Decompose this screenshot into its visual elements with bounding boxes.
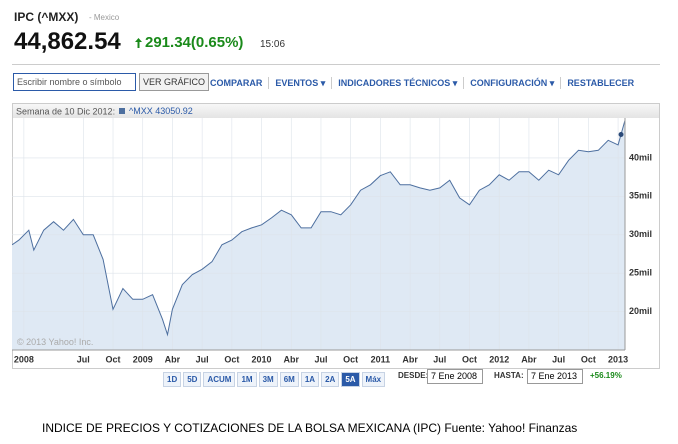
from-label: DESDE:	[398, 371, 429, 380]
series-name: ^MXX	[129, 106, 153, 116]
toolbar-links: COMPARAR EVENTOS ▾ INDICADORES TÉCNICOS …	[210, 77, 634, 89]
from-input[interactable]: 7 Ene 2008	[427, 369, 483, 384]
separator	[268, 77, 270, 89]
copyright: © 2013 Yahoo! Inc.	[17, 337, 93, 347]
x-tick-label: 2008	[14, 354, 34, 364]
x-tick-label: Oct	[224, 354, 239, 364]
to-input[interactable]: 7 Ene 2013	[527, 369, 583, 384]
price-line	[12, 120, 626, 337]
x-tick-label: Jul	[552, 354, 565, 364]
range-button[interactable]: 5D	[183, 372, 202, 387]
x-tick-label: Jul	[77, 354, 90, 364]
x-tick-label: Jul	[314, 354, 327, 364]
legend-entry: ^MXX 43050.92	[129, 106, 193, 116]
x-tick-label: Abr	[521, 354, 537, 364]
legend-swatch	[119, 108, 125, 114]
indicators-text: INDICADORES TÉCNICOS	[338, 77, 451, 88]
legend-label: Semana de 10 Dic 2012:	[16, 106, 115, 116]
area-fill	[12, 120, 625, 350]
events-text: EVENTOS	[275, 77, 319, 88]
range-change: +56.19%	[590, 371, 622, 380]
x-tick-label: Abr	[165, 354, 181, 364]
y-tick-label: 30mil	[629, 229, 652, 239]
range-button[interactable]: 6M	[279, 372, 299, 387]
chart: Semana de 10 Dic 2012: ^MXX 43050.92 20m…	[12, 103, 660, 369]
events-link[interactable]: EVENTOS ▾	[275, 77, 326, 88]
quote-time: 15:06	[260, 39, 286, 50]
x-tick-label: 2009	[133, 354, 153, 364]
range-button[interactable]: 5A	[341, 372, 360, 387]
x-tick-label: 2010	[252, 354, 272, 364]
x-tick-label: 2012	[489, 354, 509, 364]
separator	[560, 77, 562, 89]
range-button[interactable]: 1D	[163, 372, 182, 387]
range-button[interactable]: 2A	[321, 372, 340, 387]
x-tick-label: 2011	[371, 354, 391, 364]
chart-header	[13, 104, 659, 118]
range-buttons: 1D 5D ACUM 1M 3M 6M 1A 2A 5A Máx	[163, 369, 387, 387]
x-tick-label: Jul	[196, 354, 209, 364]
marker-dot	[618, 132, 624, 138]
search-input[interactable]: Escribir nombre o símbolo	[13, 73, 136, 91]
exchange: - Mexico	[89, 13, 120, 22]
compare-link[interactable]: COMPARAR	[210, 78, 263, 88]
x-tick-label: Oct	[462, 354, 477, 364]
settings-text: CONFIGURACIÓN	[470, 77, 548, 88]
separator	[331, 77, 333, 89]
y-tick-label: 35mil	[629, 191, 652, 201]
range-button[interactable]: 3M	[258, 372, 278, 387]
quote-title: IPC (^MXX)	[14, 10, 79, 24]
separator	[463, 77, 465, 89]
y-tick-label: 25mil	[629, 268, 652, 278]
up-arrow	[135, 38, 142, 48]
y-tick-label: 40mil	[629, 152, 652, 162]
x-tick-label: Oct	[343, 354, 358, 364]
range-button[interactable]: 1M	[237, 372, 257, 387]
to-label: HASTA:	[494, 371, 524, 380]
x-tick-label: Oct	[581, 354, 596, 364]
x-tick-label: Jul	[433, 354, 446, 364]
legend-value: 43050.92	[155, 106, 193, 116]
reset-link[interactable]: RESTABLECER	[567, 78, 635, 88]
x-tick-label: Abr	[402, 354, 418, 364]
settings-link[interactable]: CONFIGURACIÓN ▾	[470, 77, 555, 88]
chart-button[interactable]: VER GRÁFICO	[139, 73, 210, 91]
x-tick-label: Abr	[284, 354, 300, 364]
x-tick-label: 2013	[608, 354, 628, 364]
price: 44,862.54	[14, 28, 121, 55]
y-tick-label: 20mil	[629, 306, 652, 316]
range-button[interactable]: Máx	[361, 372, 386, 387]
divider	[12, 64, 660, 65]
x-tick-label: Oct	[106, 354, 121, 364]
indicators-link[interactable]: INDICADORES TÉCNICOS ▾	[338, 77, 458, 88]
range-button[interactable]: 1A	[300, 372, 320, 387]
range-button[interactable]: ACUM	[203, 372, 236, 387]
caption: INDICE DE PRECIOS Y COTIZACIONES DE LA B…	[42, 421, 578, 435]
price-change: 291.34(0.65%)	[145, 34, 244, 51]
